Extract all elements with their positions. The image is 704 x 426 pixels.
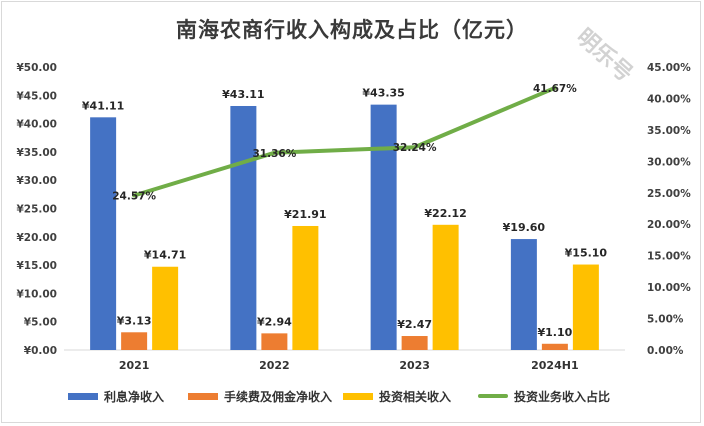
bar-data-label: ¥15.10 <box>565 247 608 260</box>
right-tick-label: 30.00% <box>647 156 691 168</box>
legend: 利息净收入 手续费及佣金净收入 投资相关收入 投资业务收入占比 <box>0 386 704 406</box>
right-tick-label: 10.00% <box>647 282 691 294</box>
bar-data-label: ¥22.12 <box>424 207 466 220</box>
bar-data-label: ¥43.35 <box>362 87 404 100</box>
bar-data-label: ¥19.60 <box>503 221 546 234</box>
legend-item: 投资业务收入占比 <box>478 386 610 406</box>
line-point <box>414 146 416 148</box>
right-tick-label: 0.00% <box>647 345 684 357</box>
bar <box>572 264 599 350</box>
left-tick-label: ¥50.00 <box>16 62 57 74</box>
left-tick-label: ¥40.00 <box>16 119 57 131</box>
bar-data-label: ¥3.13 <box>117 314 152 327</box>
bar-data-label: ¥1.10 <box>537 326 572 339</box>
category-label: 2023 <box>399 359 430 372</box>
left-tick-label: ¥0.00 <box>24 345 57 357</box>
right-axis: 0.00% 5.00% 10.00% 15.00% 20.00% 25.00% 30.00%… <box>647 62 691 357</box>
bar <box>230 105 257 350</box>
bar-series-group: ¥41.11 ¥3.13 ¥14.71 ¥43.11 ¥2.94 ¥21.91 ¥43.35… <box>82 87 608 350</box>
bar-data-label: ¥41.11 <box>82 99 124 112</box>
bar <box>90 117 117 350</box>
bar-data-label: ¥14.71 <box>144 249 186 262</box>
line-point <box>133 194 135 196</box>
line-point <box>554 87 556 89</box>
x-axis: 2021 2022 2023 2024H1 <box>119 359 579 372</box>
left-tick-label: ¥15.00 <box>16 260 57 272</box>
category-label: 2021 <box>119 359 150 372</box>
bar <box>401 336 428 350</box>
left-tick-label: ¥35.00 <box>16 147 57 159</box>
legend-label: 利息净收入 <box>104 389 165 404</box>
right-tick-label: 5.00% <box>647 314 684 326</box>
bar <box>370 104 397 350</box>
right-tick-label: 45.00% <box>647 62 691 74</box>
legend-swatch <box>478 394 508 398</box>
left-tick-label: ¥10.00 <box>16 288 57 300</box>
bar <box>261 333 288 350</box>
right-tick-label: 25.00% <box>647 188 691 200</box>
line-series-path <box>132 85 557 198</box>
bar <box>292 225 319 350</box>
legend-swatch <box>343 392 373 400</box>
bar-data-label: ¥2.94 <box>257 315 292 328</box>
line-data-label: 24.57% <box>112 190 156 202</box>
bar <box>121 332 148 350</box>
line-data-label: 41.67% <box>533 83 577 95</box>
line-data-label: 32.24% <box>393 142 437 154</box>
left-tick-label: ¥25.00 <box>16 204 57 216</box>
line-point <box>273 152 275 154</box>
legend-item: 投资相关收入 <box>343 386 451 406</box>
category-label: 2022 <box>259 359 290 372</box>
left-tick-label: ¥20.00 <box>16 232 57 244</box>
bar-data-label: ¥2.47 <box>397 318 432 331</box>
bar <box>510 239 537 350</box>
left-tick-label: ¥5.00 <box>24 317 57 329</box>
bar <box>432 224 459 350</box>
bar <box>152 266 179 350</box>
category-label: 2024H1 <box>531 359 578 372</box>
left-axis: ¥0.00 ¥5.00 ¥10.00 ¥15.00 ¥20.00 ¥25.00 ¥30.00… <box>16 62 57 357</box>
legend-label: 投资相关收入 <box>379 389 452 404</box>
right-tick-label: 40.00% <box>647 93 691 105</box>
right-tick-label: 20.00% <box>647 219 691 231</box>
bar-data-label: ¥43.11 <box>222 88 264 101</box>
left-tick-label: ¥30.00 <box>16 175 57 187</box>
legend-swatch <box>68 392 98 400</box>
legend-label: 投资业务收入占比 <box>514 389 611 404</box>
line-data-label: 31.36% <box>253 148 297 160</box>
line-series-group: 24.57% 31.36% 32.24% 41.67% <box>112 83 577 203</box>
left-tick-label: ¥45.00 <box>16 90 57 102</box>
right-tick-label: 35.00% <box>647 125 691 137</box>
legend-item: 利息净收入 <box>68 386 164 406</box>
bar <box>541 343 568 350</box>
right-tick-label: 15.00% <box>647 251 691 263</box>
chart-title: 南海农商行收入构成及占比（亿元） <box>176 17 528 42</box>
legend-label: 手续费及佣金净收入 <box>224 389 333 404</box>
legend-item: 手续费及佣金净收入 <box>188 386 332 406</box>
bar-data-label: ¥21.91 <box>284 208 326 221</box>
legend-swatch <box>188 392 218 400</box>
